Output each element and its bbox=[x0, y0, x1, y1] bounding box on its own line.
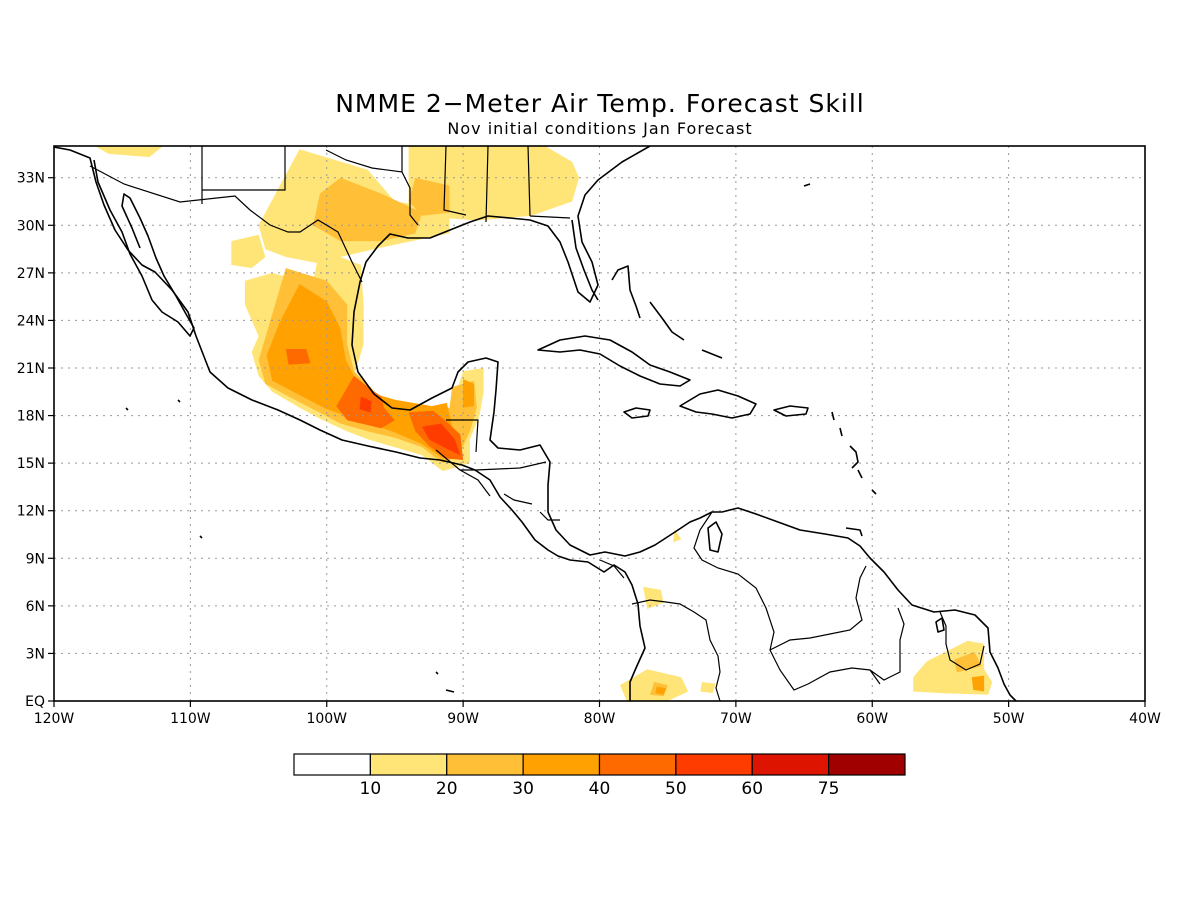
colorbar: 10 20 30 40 50 60 75 bbox=[293, 753, 906, 799]
lat-tick-label-9N: 9N bbox=[26, 551, 45, 567]
border-us-states bbox=[201, 146, 571, 226]
colorbar-swatch-8 bbox=[828, 753, 906, 776]
lon-tick-label-120W: 120W bbox=[34, 711, 75, 727]
colorbar-label-30: 30 bbox=[512, 779, 534, 799]
lon-tick-label-40W: 40W bbox=[1129, 711, 1161, 727]
border-us-mexico bbox=[89, 165, 363, 283]
island-cuba bbox=[537, 335, 691, 387]
skill-region-19 bbox=[971, 675, 985, 692]
skill-region-9 bbox=[643, 586, 664, 609]
pacific-islets bbox=[125, 183, 811, 693]
lat-tick-label-18N: 18N bbox=[17, 409, 45, 425]
colorbar-label-40: 40 bbox=[589, 779, 611, 799]
lat-tick-label-33N: 33N bbox=[17, 171, 45, 187]
skill-region-25 bbox=[422, 423, 461, 456]
coastline-gulf-caribbean bbox=[351, 146, 1017, 701]
skill-region-20 bbox=[655, 686, 667, 695]
colorbar-label-50: 50 bbox=[665, 779, 687, 799]
figure-title: NMME 2−Meter Air Temp. Forecast Skill bbox=[335, 89, 865, 118]
lat-tick-label-6N: 6N bbox=[26, 599, 45, 615]
island-bahamas bbox=[611, 265, 723, 359]
coastline-north-central-america bbox=[54, 146, 646, 701]
skill-shading-layer bbox=[94, 146, 993, 701]
lake-maracaibo bbox=[707, 521, 723, 553]
lon-tick-label-90W: 90W bbox=[447, 711, 479, 727]
colorbar-label-10: 10 bbox=[360, 779, 382, 799]
skill-region-4 bbox=[231, 234, 266, 269]
island-jamaica bbox=[623, 407, 651, 419]
skill-region-10 bbox=[700, 682, 716, 694]
lat-tick-label-27N: 27N bbox=[17, 266, 45, 282]
lon-tick-label-110W: 110W bbox=[170, 711, 211, 727]
lon-tick-label-60W: 60W bbox=[856, 711, 888, 727]
islands-lesser-antilles bbox=[831, 411, 877, 537]
longitude-labels: 120W 110W 100W 90W 80W 70W 60W 50W 40W bbox=[34, 711, 1161, 727]
lat-tick-label-EQ: EQ bbox=[25, 694, 45, 710]
skill-region-12 bbox=[313, 177, 423, 242]
lon-tick-label-80W: 80W bbox=[584, 711, 616, 727]
colorbar-label-60: 60 bbox=[741, 779, 763, 799]
colorbar-swatch-5 bbox=[598, 753, 677, 776]
skill-region-24 bbox=[359, 396, 372, 413]
political-borders bbox=[89, 146, 985, 701]
latitude-labels: EQ 3N 6N 9N 12N 15N 18N 21N 24N 27N 30N 33N bbox=[17, 171, 45, 710]
skill-region-1 bbox=[94, 146, 164, 158]
lon-tick-label-70W: 70W bbox=[720, 711, 752, 727]
lat-tick-label-30N: 30N bbox=[17, 218, 45, 234]
colorbar-swatch-6 bbox=[675, 753, 753, 776]
border-south-america bbox=[631, 511, 985, 701]
graticule bbox=[54, 146, 1145, 701]
axis-tick-marks bbox=[48, 177, 1146, 707]
lake-guiana bbox=[935, 617, 945, 633]
colorbar-label-20: 20 bbox=[436, 779, 458, 799]
island-hispaniola bbox=[679, 389, 757, 419]
skill-region-3 bbox=[408, 146, 579, 221]
lat-tick-label-21N: 21N bbox=[17, 361, 45, 377]
lat-tick-label-15N: 15N bbox=[17, 456, 45, 472]
coastlines bbox=[54, 146, 1017, 701]
colorbar-swatch-3 bbox=[446, 753, 524, 776]
colorbar-swatch-1 bbox=[293, 753, 371, 776]
skill-region-23 bbox=[285, 349, 311, 365]
figure-subtitle: Nov initial conditions Jan Forecast bbox=[447, 119, 752, 138]
skill-region-13 bbox=[408, 177, 450, 216]
coastline-baja-california bbox=[93, 159, 195, 337]
skill-region-18 bbox=[463, 379, 474, 408]
lat-tick-label-3N: 3N bbox=[26, 646, 45, 662]
border-central-america bbox=[435, 419, 625, 579]
lon-tick-label-100W: 100W bbox=[306, 711, 347, 727]
coastline-florida bbox=[571, 219, 599, 301]
lon-tick-label-50W: 50W bbox=[993, 711, 1025, 727]
colorbar-swatch-4 bbox=[522, 753, 601, 776]
colorbar-label-75: 75 bbox=[818, 779, 840, 799]
lat-tick-label-24N: 24N bbox=[17, 313, 45, 329]
map-background bbox=[54, 146, 1145, 701]
lat-tick-label-12N: 12N bbox=[17, 504, 45, 520]
colorbar-swatch-7 bbox=[751, 753, 830, 776]
skill-region-11 bbox=[673, 529, 682, 543]
island-puerto-rico bbox=[773, 405, 809, 417]
colorbar-swatch-2 bbox=[369, 753, 448, 776]
